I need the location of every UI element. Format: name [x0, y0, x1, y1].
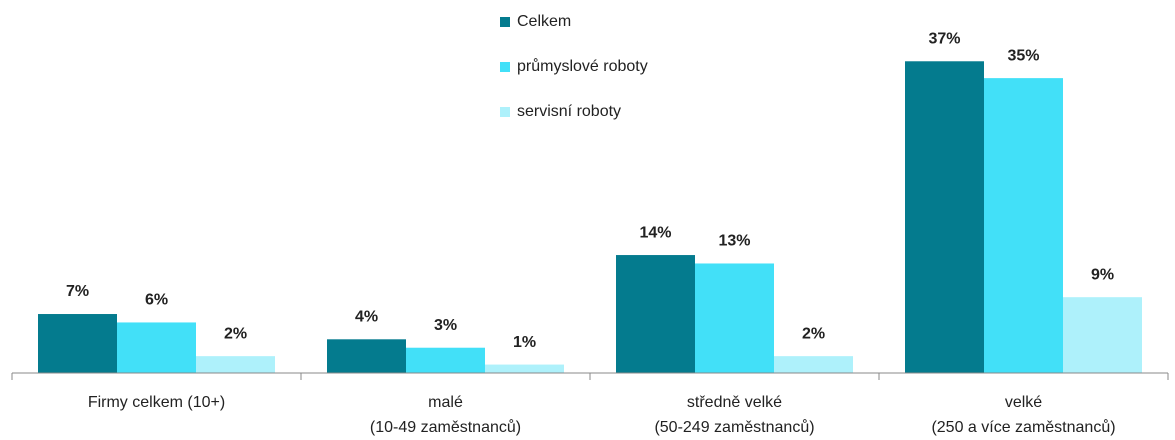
bar [485, 364, 564, 373]
bar [905, 61, 984, 374]
bar [616, 255, 695, 373]
x-tick-label: velké [1005, 394, 1042, 411]
value-label: 3% [434, 317, 457, 334]
value-label: 37% [928, 30, 960, 47]
bar [196, 356, 275, 373]
bar [117, 322, 196, 373]
legend-swatch [500, 107, 510, 117]
bar [38, 314, 117, 373]
x-tick-label: Firmy celkem (10+) [88, 394, 225, 411]
x-tick-label: (50-249 zaměstnanců) [654, 418, 814, 436]
bar [327, 339, 406, 373]
x-tick-label: (10-49 zaměstnanců) [370, 418, 521, 436]
value-label: 2% [224, 325, 247, 342]
value-label: 2% [802, 325, 825, 342]
legend-swatch [500, 17, 510, 27]
value-label: 13% [718, 233, 750, 250]
value-label: 35% [1007, 47, 1039, 64]
legend-swatch [500, 62, 510, 72]
legend-label: Celkem [517, 13, 571, 30]
value-label: 4% [355, 309, 378, 326]
legend-label: servisní roboty [517, 103, 621, 120]
bar [695, 263, 774, 373]
value-label: 6% [145, 292, 168, 309]
x-tick-label: středně velké [687, 394, 782, 411]
value-label: 7% [66, 283, 89, 300]
value-label: 1% [513, 334, 536, 351]
value-label: 9% [1091, 266, 1114, 283]
value-label: 14% [639, 224, 671, 241]
legend-label: průmyslové roboty [517, 57, 648, 75]
bar [1063, 297, 1142, 373]
x-tick-label: (250 a více zaměstnanců) [931, 418, 1115, 436]
bar [774, 356, 853, 373]
x-tick-label: malé [428, 394, 463, 411]
bar [406, 347, 485, 373]
bar [984, 78, 1063, 373]
